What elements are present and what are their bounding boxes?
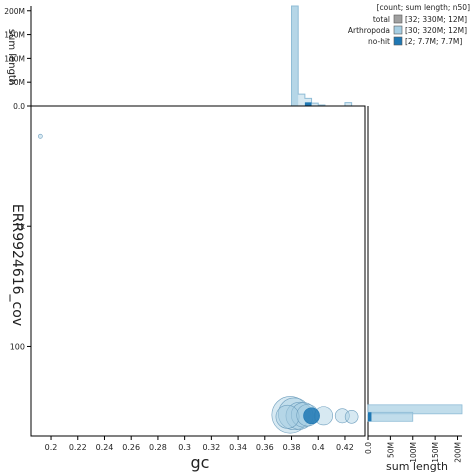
top-hist-y-label: sum length xyxy=(6,29,17,85)
right-hist-x-tick-label: 100M xyxy=(409,442,418,463)
x-tick-label: 0.2 xyxy=(45,443,58,452)
x-tick-label: 0.26 xyxy=(122,443,140,452)
top-hist-bar-nohit xyxy=(304,102,312,106)
x-tick-label: 0.38 xyxy=(283,443,301,452)
y-axis-label: ERR9924616_cov xyxy=(9,204,25,326)
y-tick-label: 100 xyxy=(10,342,25,351)
x-tick-label: 0.24 xyxy=(96,443,114,452)
x-tick-label: 0.3 xyxy=(178,443,191,452)
legend-arthropoda-swatch xyxy=(393,25,403,35)
legend-nohit-swatch xyxy=(393,36,403,46)
main-scatter-panel: 0.2 0.22 0.24 0.26 0.28 0.3 0.32 0.34 0.36 0.38 0.… xyxy=(10,105,366,452)
legend-total-swatch xyxy=(393,14,403,24)
top-hist-y-tick-label: 50M xyxy=(9,78,25,87)
legend-nohit-stats: [2; 7.7M; 7.7M] xyxy=(405,37,462,46)
top-hist-y-tick-label: 200M xyxy=(4,7,25,16)
y-tick-label: 1k xyxy=(15,222,25,231)
top-histogram: 0.0 50M 100M 150M 200M xyxy=(4,5,365,111)
legend-header: [count; sum length; n50] xyxy=(377,3,470,12)
legend-arthropoda-stats: [30; 320M; 12M] xyxy=(405,26,467,35)
x-tick-label: 0.42 xyxy=(336,443,354,452)
right-hist-x-tick-label: 150M xyxy=(431,442,440,463)
x-tick-label: 0.22 xyxy=(69,443,87,452)
x-tick-label: 0.36 xyxy=(256,443,274,452)
scatter-point xyxy=(38,133,43,139)
right-hist-x-tick-label: 200M xyxy=(454,442,463,463)
legend-nohit-label: no-hit xyxy=(368,37,390,46)
scatter-point xyxy=(344,410,359,424)
right-hist-x-label: sum length xyxy=(386,460,448,473)
top-hist-y-tick-label: 0.0 xyxy=(13,102,25,111)
legend-total-label: total xyxy=(373,15,390,24)
scatter-point xyxy=(303,407,320,425)
right-hist-x-tick-label: 0.0 xyxy=(364,442,373,454)
x-axis-label: gc xyxy=(191,453,210,472)
x-tick-label: 0.34 xyxy=(229,443,247,452)
main-plot-frame xyxy=(30,105,366,437)
top-hist-bar-arthropoda xyxy=(291,6,299,106)
top-hist-step-arthropoda xyxy=(291,5,359,107)
x-tick-label: 0.32 xyxy=(202,443,220,452)
top-hist-y-tick-label: 100M xyxy=(4,54,25,63)
right-histogram: 0.0 50M 100M 150M 200M xyxy=(364,106,463,463)
x-tick-label: 0.28 xyxy=(149,443,167,452)
right-hist-bar-nohit xyxy=(368,412,372,422)
x-tick-label: 0.4 xyxy=(312,443,325,452)
legend-total-stats: [32; 330M; 12M] xyxy=(405,15,467,24)
right-hist-x-tick-label: 50M xyxy=(386,442,395,458)
top-hist-y-tick-label: 150M xyxy=(4,31,25,40)
scatter-point xyxy=(275,404,300,429)
right-hist-bar-arthropoda xyxy=(367,411,414,422)
legend: [count; sum length; n50] total [32; 330M… xyxy=(348,3,470,46)
right-hist-bar-arthropoda xyxy=(367,404,463,415)
legend-arthropoda-label: Arthropoda xyxy=(348,26,390,35)
